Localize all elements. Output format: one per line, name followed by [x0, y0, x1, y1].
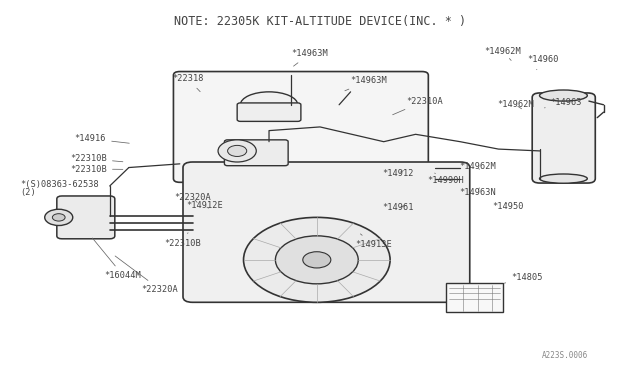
FancyBboxPatch shape	[237, 103, 301, 121]
Text: *22310B: *22310B	[70, 154, 123, 163]
Text: *22318: *22318	[172, 74, 204, 92]
Circle shape	[218, 140, 256, 162]
Ellipse shape	[540, 90, 588, 101]
Text: *14962M: *14962M	[497, 100, 534, 109]
Text: *14960: *14960	[527, 55, 559, 70]
Text: (2): (2)	[20, 188, 36, 197]
Text: *14912E: *14912E	[186, 201, 223, 210]
Text: *14912: *14912	[382, 169, 413, 178]
Circle shape	[275, 236, 358, 284]
Text: NOTE: 22305K KIT-ALTITUDE DEVICE(INC. * ): NOTE: 22305K KIT-ALTITUDE DEVICE(INC. * …	[174, 15, 466, 28]
Circle shape	[45, 209, 73, 225]
Text: *14962M: *14962M	[459, 161, 495, 170]
Text: *14961: *14961	[383, 203, 414, 212]
Ellipse shape	[241, 92, 298, 118]
FancyBboxPatch shape	[57, 196, 115, 239]
FancyBboxPatch shape	[446, 283, 503, 312]
Text: *14963N: *14963N	[459, 188, 495, 197]
Text: A223S.0006: A223S.0006	[541, 351, 588, 360]
Circle shape	[303, 252, 331, 268]
Text: *14990H: *14990H	[427, 173, 464, 185]
Text: *22310B: *22310B	[164, 233, 200, 248]
Text: *(S)08363-62538: *(S)08363-62538	[20, 180, 99, 189]
Text: *14913E: *14913E	[355, 234, 392, 249]
Circle shape	[52, 214, 65, 221]
Ellipse shape	[540, 174, 588, 183]
FancyBboxPatch shape	[173, 71, 428, 182]
Text: *14950: *14950	[492, 202, 524, 211]
Text: *14916: *14916	[75, 134, 129, 143]
Text: *14963M: *14963M	[345, 76, 387, 91]
FancyBboxPatch shape	[183, 162, 470, 302]
Text: *22310B: *22310B	[70, 164, 123, 173]
Text: *14963: *14963	[545, 99, 582, 108]
FancyBboxPatch shape	[532, 93, 595, 183]
Text: *14962M: *14962M	[484, 47, 521, 61]
Text: *16044M: *16044M	[92, 238, 141, 280]
Text: *22310A: *22310A	[393, 97, 443, 115]
Text: *14805: *14805	[504, 273, 543, 283]
Circle shape	[244, 217, 390, 302]
Text: *14963M: *14963M	[291, 49, 328, 66]
Circle shape	[228, 145, 246, 157]
FancyBboxPatch shape	[225, 140, 288, 166]
Text: *22320A: *22320A	[115, 256, 179, 294]
Text: *22320A: *22320A	[175, 193, 211, 202]
